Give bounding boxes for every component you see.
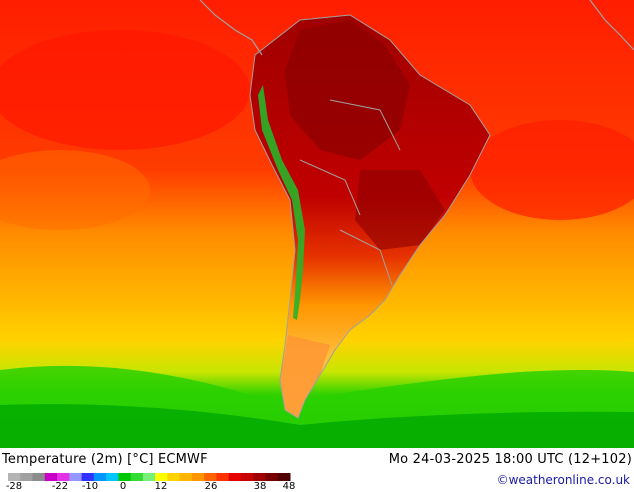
scale-swatch	[253, 473, 266, 481]
scale-tick-label: 38	[253, 481, 267, 492]
footer-bar: Temperature (2m) [°C] ECMWF Mo 24-03-202…	[0, 448, 634, 492]
scale-swatch	[191, 473, 205, 481]
scale-swatch	[167, 473, 181, 481]
scale-tick-label: -10	[81, 481, 99, 492]
warm-pool-pacific	[0, 30, 250, 150]
scale-swatch	[216, 473, 230, 481]
scale-tick-label: 12	[154, 481, 168, 492]
scale-swatch	[81, 473, 95, 481]
patagonia-region	[280, 335, 330, 418]
scale-tick-label: -28	[5, 481, 23, 492]
color-scale-bar	[8, 473, 291, 481]
scale-swatch	[155, 473, 168, 481]
scale-swatch	[20, 473, 34, 481]
scale-tick-label: 48	[282, 481, 296, 492]
scale-swatch	[93, 473, 107, 481]
scale-swatch	[204, 473, 217, 481]
amazon-hot-region	[285, 20, 410, 160]
cool-patch-pacific	[0, 150, 150, 230]
scale-swatch	[142, 473, 156, 481]
warm-pool-atlantic	[470, 120, 634, 220]
map-title: Temperature (2m) [°C] ECMWF	[2, 452, 208, 467]
scale-tick-label: 0	[119, 481, 127, 492]
africa-coast	[589, 0, 634, 51]
scale-swatch	[277, 473, 291, 481]
scale-swatch	[118, 473, 132, 481]
temperature-map	[0, 0, 634, 448]
credit-link[interactable]: ©weatheronline.co.uk	[496, 473, 630, 487]
scale-swatch	[228, 473, 242, 481]
scale-swatch	[32, 473, 46, 481]
scale-swatch	[265, 473, 279, 481]
scale-tick-label: -22	[51, 481, 69, 492]
scale-swatch	[106, 473, 119, 481]
scale-swatch	[240, 473, 254, 481]
scale-swatch	[8, 473, 21, 481]
scale-swatch	[130, 473, 144, 481]
scale-tick-label: 26	[204, 481, 218, 492]
brazil-highlands-hot	[355, 170, 445, 250]
run-timestamp: Mo 24-03-2025 18:00 UTC (12+102)	[388, 452, 632, 467]
scale-swatch	[179, 473, 193, 481]
cold-band-south	[0, 404, 634, 448]
coast-borders	[249, 14, 491, 419]
scale-swatch	[44, 473, 58, 481]
andes-cool-strip	[258, 85, 305, 320]
scale-swatch	[69, 473, 83, 481]
scale-swatch	[57, 473, 70, 481]
central-america-coast	[199, 0, 263, 56]
